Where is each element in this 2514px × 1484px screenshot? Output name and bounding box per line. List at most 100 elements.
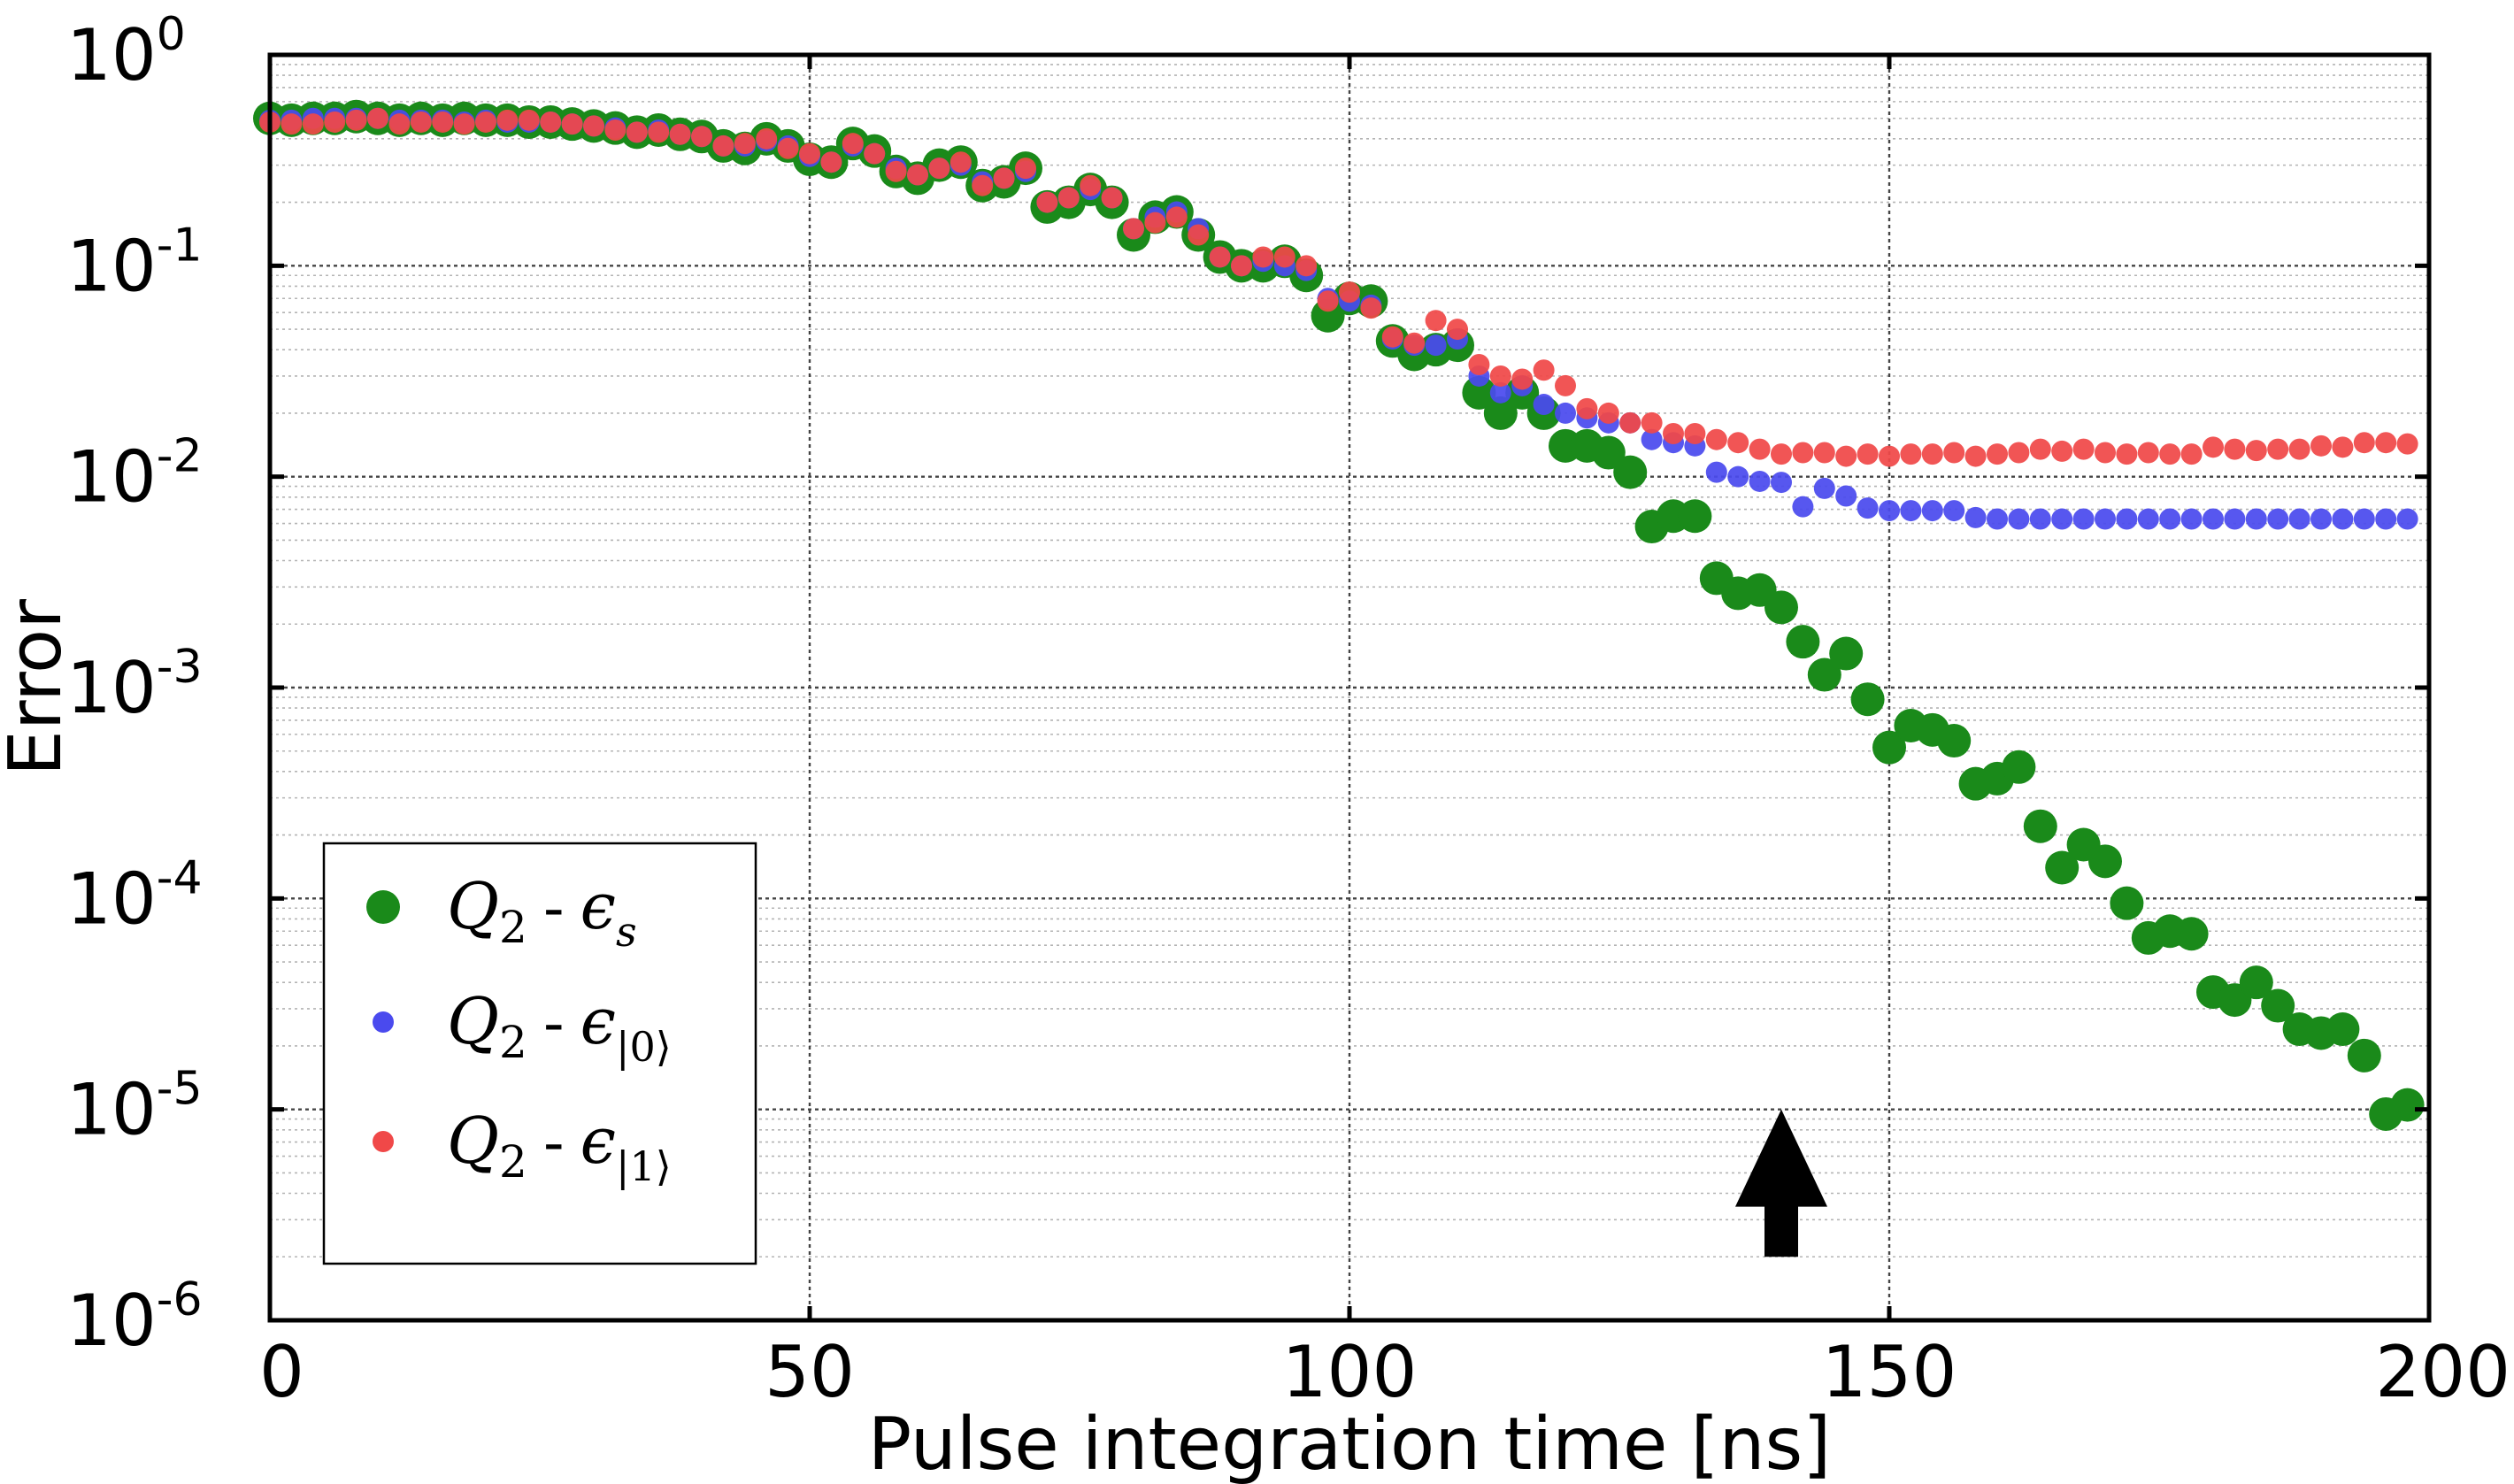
y-tick-label: 10-3 <box>66 641 203 729</box>
data-point <box>1727 432 1749 454</box>
y-axis-label: Error <box>0 599 78 776</box>
legend-entry: Q2- ϵ|1⟩ <box>447 1103 672 1190</box>
data-point <box>2008 442 2030 464</box>
data-point <box>1533 359 1555 381</box>
data-point <box>1188 224 1210 246</box>
data-point <box>388 113 411 135</box>
y-tick-label: 100 <box>66 8 186 96</box>
data-point <box>1057 187 1080 209</box>
data-point <box>885 160 907 182</box>
data-point <box>842 133 864 155</box>
data-point <box>2261 988 2295 1023</box>
data-point <box>453 113 475 135</box>
data-point <box>2174 917 2209 951</box>
data-point <box>669 123 691 145</box>
data-point <box>2396 508 2418 530</box>
data-point <box>496 109 519 131</box>
data-point <box>2051 440 2073 462</box>
data-point <box>1123 218 1144 240</box>
legend-marker <box>366 890 400 924</box>
data-point <box>648 121 670 143</box>
data-point <box>1921 443 1943 465</box>
x-tick-label: 150 <box>1822 1331 1957 1413</box>
data-point <box>949 151 972 173</box>
data-point <box>2396 433 2418 455</box>
data-point <box>2390 1088 2425 1122</box>
data-point <box>2375 432 2397 454</box>
data-point <box>2203 508 2224 530</box>
legend: Q2- ϵs Q2- ϵ|0⟩ Q2- ϵ|1⟩ <box>322 842 757 1265</box>
data-point <box>1360 297 1382 319</box>
data-point <box>1749 470 1771 492</box>
data-point <box>1879 445 1900 467</box>
data-point <box>432 111 454 133</box>
data-point <box>972 174 994 196</box>
data-point <box>1295 255 1318 277</box>
data-point <box>1872 730 1906 765</box>
data-point <box>820 151 842 173</box>
data-point <box>1489 365 1511 387</box>
data-point <box>1764 590 1798 625</box>
data-point <box>1964 445 1987 467</box>
data-point <box>1425 334 1447 357</box>
data-point <box>1403 332 1426 354</box>
data-point <box>604 119 627 141</box>
data-point <box>1165 206 1188 228</box>
data-point <box>2245 440 2267 462</box>
data-point <box>1425 310 1447 332</box>
data-point <box>1483 396 1518 430</box>
data-point <box>2267 508 2289 530</box>
y-tick-label: 10-5 <box>66 1063 203 1151</box>
data-point <box>907 164 928 186</box>
arrow-head <box>1735 1109 1827 1207</box>
data-point <box>1317 290 1339 312</box>
y-tick-label: 10-1 <box>66 219 203 307</box>
data-point <box>1857 497 1879 519</box>
x-tick-label: 0 <box>259 1331 304 1413</box>
y-tick-label: 10-4 <box>66 851 203 940</box>
data-point <box>1987 443 2008 465</box>
data-point <box>1879 500 1900 522</box>
data-point <box>410 111 432 133</box>
data-point <box>2072 438 2095 460</box>
data-point <box>2310 434 2332 457</box>
data-point <box>561 113 583 135</box>
data-point <box>691 126 712 148</box>
data-point <box>1209 246 1231 268</box>
data-point <box>518 109 540 131</box>
data-point <box>1231 255 1252 277</box>
legend-marker <box>373 1131 394 1152</box>
data-point <box>777 137 799 159</box>
x-tick-labels: 0 50 100 150 200 <box>259 1331 2510 1413</box>
data-point <box>1749 438 1771 460</box>
data-point <box>1339 281 1360 304</box>
data-point <box>1144 211 1166 234</box>
data-point <box>1829 636 1864 671</box>
data-point <box>1813 442 1835 464</box>
x-tick-label: 50 <box>765 1331 855 1413</box>
data-point <box>1857 443 1879 465</box>
data-point <box>1101 187 1123 209</box>
data-point <box>1771 472 1792 494</box>
data-point <box>1987 508 2008 530</box>
annotation-arrow <box>1735 1109 1827 1257</box>
data-point <box>1792 496 1814 518</box>
data-point <box>1641 428 1663 450</box>
data-point <box>2110 886 2144 920</box>
y-tick-label: 10-2 <box>66 430 203 519</box>
data-point <box>2326 1012 2360 1047</box>
data-point <box>2288 438 2310 460</box>
data-point <box>2239 965 2273 1000</box>
data-point <box>1597 402 1619 424</box>
data-point <box>324 111 346 133</box>
data-point <box>1835 445 1857 467</box>
data-point <box>2116 443 2138 465</box>
data-point <box>1252 246 1274 268</box>
data-point <box>1613 455 1648 489</box>
series-2 <box>259 107 2418 467</box>
data-point <box>1813 477 1835 499</box>
data-point <box>2267 438 2289 460</box>
data-point <box>1771 443 1792 465</box>
data-point <box>302 113 324 135</box>
data-point <box>1807 657 1841 692</box>
